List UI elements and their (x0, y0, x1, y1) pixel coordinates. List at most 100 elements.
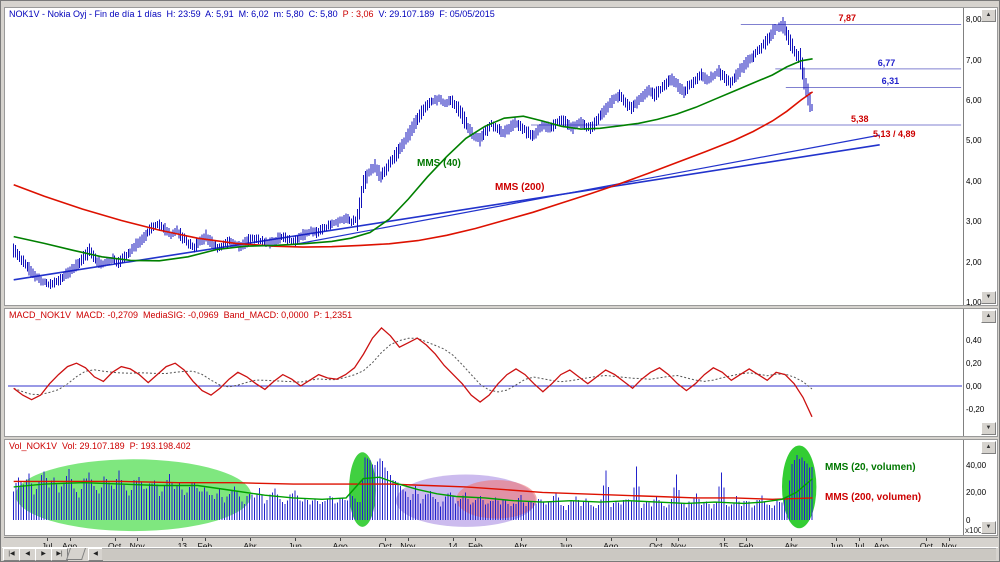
macd-axis-scale-down-button[interactable]: ▼ (981, 422, 996, 435)
last-chart-button[interactable]: ▶| (51, 548, 68, 561)
axis-tick-label: 3,00 (966, 217, 982, 227)
axis-tick-label: 7,00 (966, 55, 982, 65)
axis-tick-label: 0 (966, 516, 971, 525)
volume-axis-scale-down-button[interactable]: ▼ (981, 521, 996, 534)
time-axis-label: Abr (513, 541, 528, 551)
time-axis-label: Jun (558, 541, 573, 551)
axis-tick-label: 20,00 (966, 488, 987, 498)
axis-tick-label: 4,00 (966, 176, 982, 186)
trendline-upper (293, 134, 880, 246)
time-axis-label: Ago (332, 541, 348, 551)
time-axis-tick (858, 538, 860, 541)
price-panel: NOK1V - Nokia Oyj - Fin de día 1 días H:… (4, 7, 998, 307)
price-axis-scale-down-button[interactable]: ▼ (981, 291, 996, 304)
time-axis-tick (182, 538, 184, 541)
scrollbar-track[interactable] (102, 548, 996, 560)
first-chart-button[interactable]: |◀ (3, 548, 20, 561)
volume-chart[interactable] (6, 441, 964, 535)
price-header-info: NOK1V - Nokia Oyj - Fin de día 1 días H:… (9, 9, 343, 19)
time-axis-label: Nov (670, 541, 686, 551)
mms40-line (13, 58, 813, 262)
axis-tick-label: 0,20 (966, 359, 982, 369)
time-axis-label: Abr (784, 541, 798, 551)
time-axis-label: Nov (941, 541, 957, 551)
time-axis-label: Oct (108, 541, 122, 551)
axis-tick-label: 1,00 (966, 298, 982, 307)
time-axis-tick (791, 538, 793, 541)
time-axis-tick (610, 538, 612, 541)
mms40-label: MMS (40) (417, 158, 461, 169)
price-bars (13, 16, 813, 289)
time-axis-tick (520, 538, 522, 541)
axis-tick-label: 5,00 (966, 136, 982, 146)
time-axis-label: Jun (829, 541, 844, 551)
time-axis-label: Ago (603, 541, 619, 551)
time-axis-tick (295, 538, 297, 541)
price-header: NOK1V - Nokia Oyj - Fin de día 1 días H:… (9, 9, 495, 19)
price-level-label: 6,77 (877, 57, 896, 68)
axis-tick-label: 2,00 (966, 257, 982, 267)
time-axis-tick (881, 538, 883, 541)
time-axis-tick (723, 538, 725, 541)
volume-axis: x1000 ▲ ▼ 40,00 20,00 0 (963, 440, 997, 535)
volume-bars (13, 455, 813, 520)
time-axis-label: Jul (853, 541, 865, 551)
trendline-main (13, 144, 880, 281)
macd-chart[interactable] (6, 310, 964, 436)
time-axis-label: Oct (378, 541, 392, 551)
time-axis-label: 14 (448, 541, 458, 551)
time-axis-label: Feb (468, 541, 483, 551)
volume-axis-multiplier: x1000 (965, 526, 987, 535)
time-axis-label: 13 (177, 541, 188, 551)
time-axis-tick (249, 538, 251, 541)
price-axis-scale-up-button[interactable]: ▲ (981, 9, 996, 22)
bottom-bar: |◀ ◀ ▶ ▶| ◀ (2, 547, 998, 561)
scroll-left-button[interactable]: ◀ (88, 548, 103, 561)
macd-axis: ▲ ▼ 0,40 0,20 0,00 -0,20 (963, 309, 997, 436)
axis-tick-label: 40,00 (966, 460, 987, 470)
next-chart-button[interactable]: ▶ (35, 548, 52, 561)
volume-mms20-label: MMS (20, volumen) (825, 462, 916, 473)
time-axis-tick (678, 538, 680, 541)
mms200-line (13, 91, 814, 248)
volume-axis-scale-up-button[interactable]: ▲ (981, 441, 996, 454)
time-axis-tick (746, 538, 748, 541)
axis-tick-label: 8,00 (966, 15, 982, 25)
time-axis-label: Feb (738, 541, 754, 551)
time-axis-label: Nov (400, 541, 416, 551)
price-level-label: 5,13 / 4,89 (872, 128, 916, 139)
price-axis: ▲ ▼ 8,00 7,00 6,00 5,00 4,00 3,00 2,00 1,00 (963, 8, 997, 307)
macd-header: MACD_NOK1V MACD: -0,2709 MediaSIG: -0,09… (9, 310, 353, 320)
price-level-label: 6,31 (881, 76, 900, 87)
price-level-label: 5,38 (850, 114, 869, 125)
axis-tick-label: 6,00 (966, 96, 982, 105)
time-axis-label: Oct (919, 541, 934, 551)
price-chart[interactable] (6, 9, 964, 306)
volume-panel: Vol_NOK1V Vol: 29.107.189 P: 193.198.402… (4, 439, 998, 536)
chart-tab[interactable] (66, 548, 86, 560)
time-axis-label: Oct (649, 541, 663, 551)
time-axis-tick (475, 538, 477, 541)
price-level-label: 7,87 (838, 13, 857, 24)
time-axis-tick (926, 538, 928, 541)
time-axis-tick (204, 538, 206, 541)
axis-tick-label: -0,20 (966, 404, 985, 414)
macd-axis-scale-up-button[interactable]: ▲ (981, 310, 996, 323)
time-axis-label: Jun (288, 541, 302, 551)
time-axis-tick (47, 538, 48, 541)
macd-signal-line (13, 337, 813, 396)
time-axis-tick (340, 538, 342, 541)
time-axis-tick (69, 538, 71, 541)
time-axis-label: Nov (129, 541, 145, 551)
prev-chart-button[interactable]: ◀ (19, 548, 36, 561)
time-axis-label: Feb (197, 541, 213, 551)
macd-panel: MACD_NOK1V MACD: -0,2709 MediaSIG: -0,09… (4, 308, 998, 437)
time-axis-label: Abr (243, 541, 257, 551)
macd-line (13, 326, 813, 418)
volume-mms200-label: MMS (200, volumen) (825, 492, 922, 503)
axis-tick-label: 0,40 (966, 336, 982, 346)
time-axis-tick (137, 538, 139, 541)
axis-tick-label: 0,00 (966, 382, 982, 391)
time-axis-tick (655, 538, 657, 541)
